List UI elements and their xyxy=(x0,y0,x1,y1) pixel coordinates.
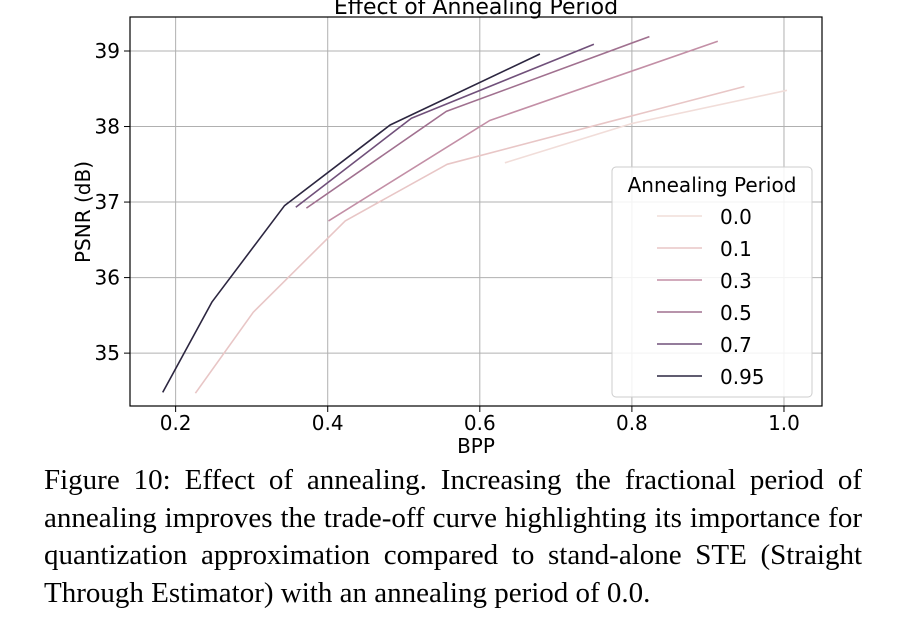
legend-label: 0.0 xyxy=(720,205,752,229)
legend-items: 0.0 0.1 0.3 0.5 0.7 0.95 xyxy=(657,205,765,389)
series-line-0-5 xyxy=(305,35,650,209)
x-axis-label: BPP xyxy=(457,434,495,458)
series-line-0-1 xyxy=(194,85,745,394)
series-line-0-95 xyxy=(161,53,541,393)
x-tick-label: 0.2 xyxy=(160,411,192,435)
series-line-0-7 xyxy=(295,43,595,208)
x-tick-label: 0.4 xyxy=(312,411,344,435)
legend-label: 0.95 xyxy=(720,365,765,389)
y-tick-label: 37 xyxy=(95,190,120,214)
legend: Annealing Period 0.0 0.1 0.3 0.5 0.7 0.95 xyxy=(611,166,813,398)
plot-frame xyxy=(129,16,823,407)
axis-ticks: 0.2 0.4 0.6 0.8 1.0 35 36 37 38 39 xyxy=(95,39,800,435)
y-tick-label: 35 xyxy=(95,341,120,365)
series-line-0-0 xyxy=(504,89,788,164)
figure-caption: Figure 10: Effect of annealing. Increasi… xyxy=(44,464,862,609)
legend-frame xyxy=(611,166,813,398)
x-tick-label: 0.8 xyxy=(616,411,648,435)
legend-label: 0.1 xyxy=(720,237,752,261)
chart-title: Effect of Annealing Period xyxy=(334,0,618,20)
y-tick-label: 36 xyxy=(95,266,120,290)
legend-label: 0.5 xyxy=(720,301,752,325)
series-line-0-3 xyxy=(328,40,719,222)
y-tick-label: 38 xyxy=(95,115,120,139)
x-tick-label: 1.0 xyxy=(768,411,800,435)
y-tick-label: 39 xyxy=(95,39,120,63)
legend-label: 0.7 xyxy=(720,333,752,357)
legend-title: Annealing Period xyxy=(628,173,797,197)
chart: 0.2 0.4 0.6 0.8 1.0 35 36 37 38 39 Effect of Anne… xyxy=(71,0,823,458)
x-tick-label: 0.6 xyxy=(464,411,496,435)
legend-label: 0.3 xyxy=(720,269,752,293)
y-axis-label: PSNR (dB) xyxy=(71,161,95,263)
series-lines xyxy=(161,35,788,394)
